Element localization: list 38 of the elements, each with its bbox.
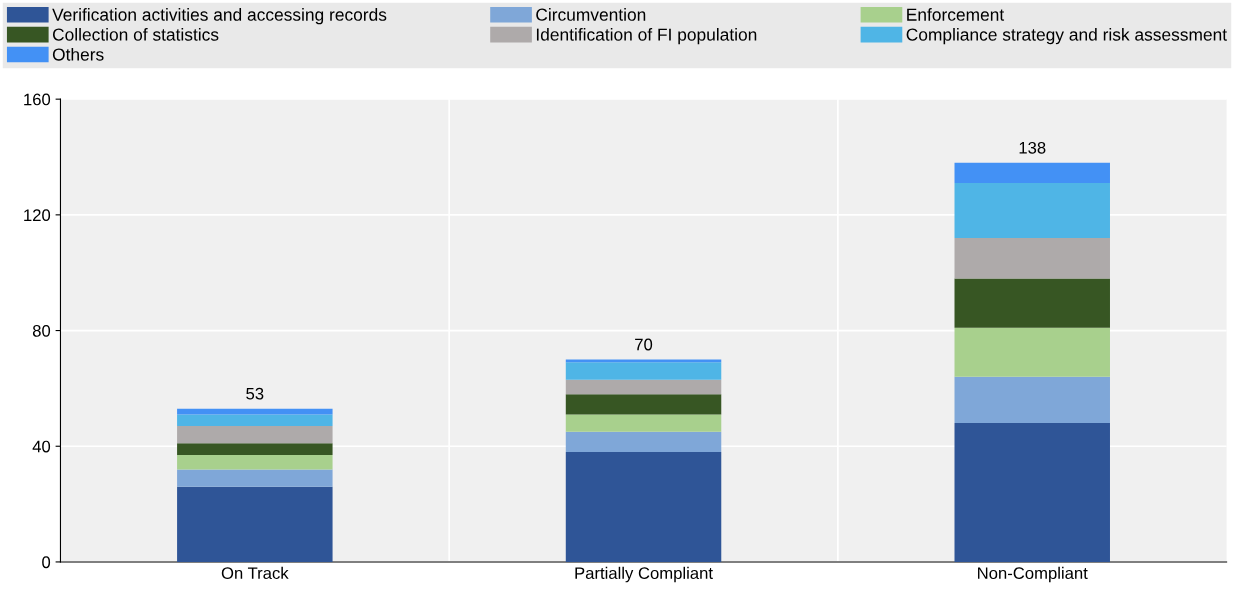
y-tick-label: 40: [32, 440, 51, 453]
legend-label: Compliance strategy and risk assessment: [906, 28, 1227, 45]
bar: [565, 414, 722, 432]
bar: [177, 443, 333, 455]
bar: [954, 183, 1110, 238]
bar: [565, 452, 722, 562]
bar: [565, 394, 722, 415]
legend-label: Identification of FI population: [536, 28, 757, 45]
legend-label: Collection of statistics: [52, 28, 219, 41]
y-tick-label: 120: [24, 209, 51, 222]
x-tick-label: Partially Compliant: [575, 566, 713, 583]
total-label: 53: [246, 387, 264, 400]
bar: [565, 379, 722, 395]
bar: [954, 423, 1110, 562]
bar: [177, 414, 333, 426]
total-label: 70: [635, 338, 653, 351]
y-tick-label: 80: [32, 324, 51, 337]
bar: [565, 359, 722, 363]
bar: [565, 362, 722, 380]
bar: [954, 162, 1110, 184]
bar: [177, 469, 333, 487]
y-tick-label: 160: [24, 93, 51, 106]
bar: [954, 238, 1110, 279]
legend-label: Enforcement: [907, 8, 1005, 21]
total-label: 138: [1019, 141, 1046, 154]
bar: [177, 486, 333, 562]
bar: [954, 278, 1110, 328]
bar: [565, 431, 722, 453]
x-tick-label: Non-Compliant: [978, 566, 1088, 583]
y-tick-label: 0: [42, 556, 51, 569]
x-tick-label: On Track: [221, 566, 289, 580]
bar: [954, 327, 1110, 377]
bar: [177, 426, 333, 444]
legend-label: Verification activities and accessing records: [52, 8, 387, 25]
legend-label: Circumvention: [536, 8, 646, 21]
bar: [177, 454, 333, 470]
legend-label: Others: [52, 47, 104, 61]
bar: [954, 376, 1110, 424]
